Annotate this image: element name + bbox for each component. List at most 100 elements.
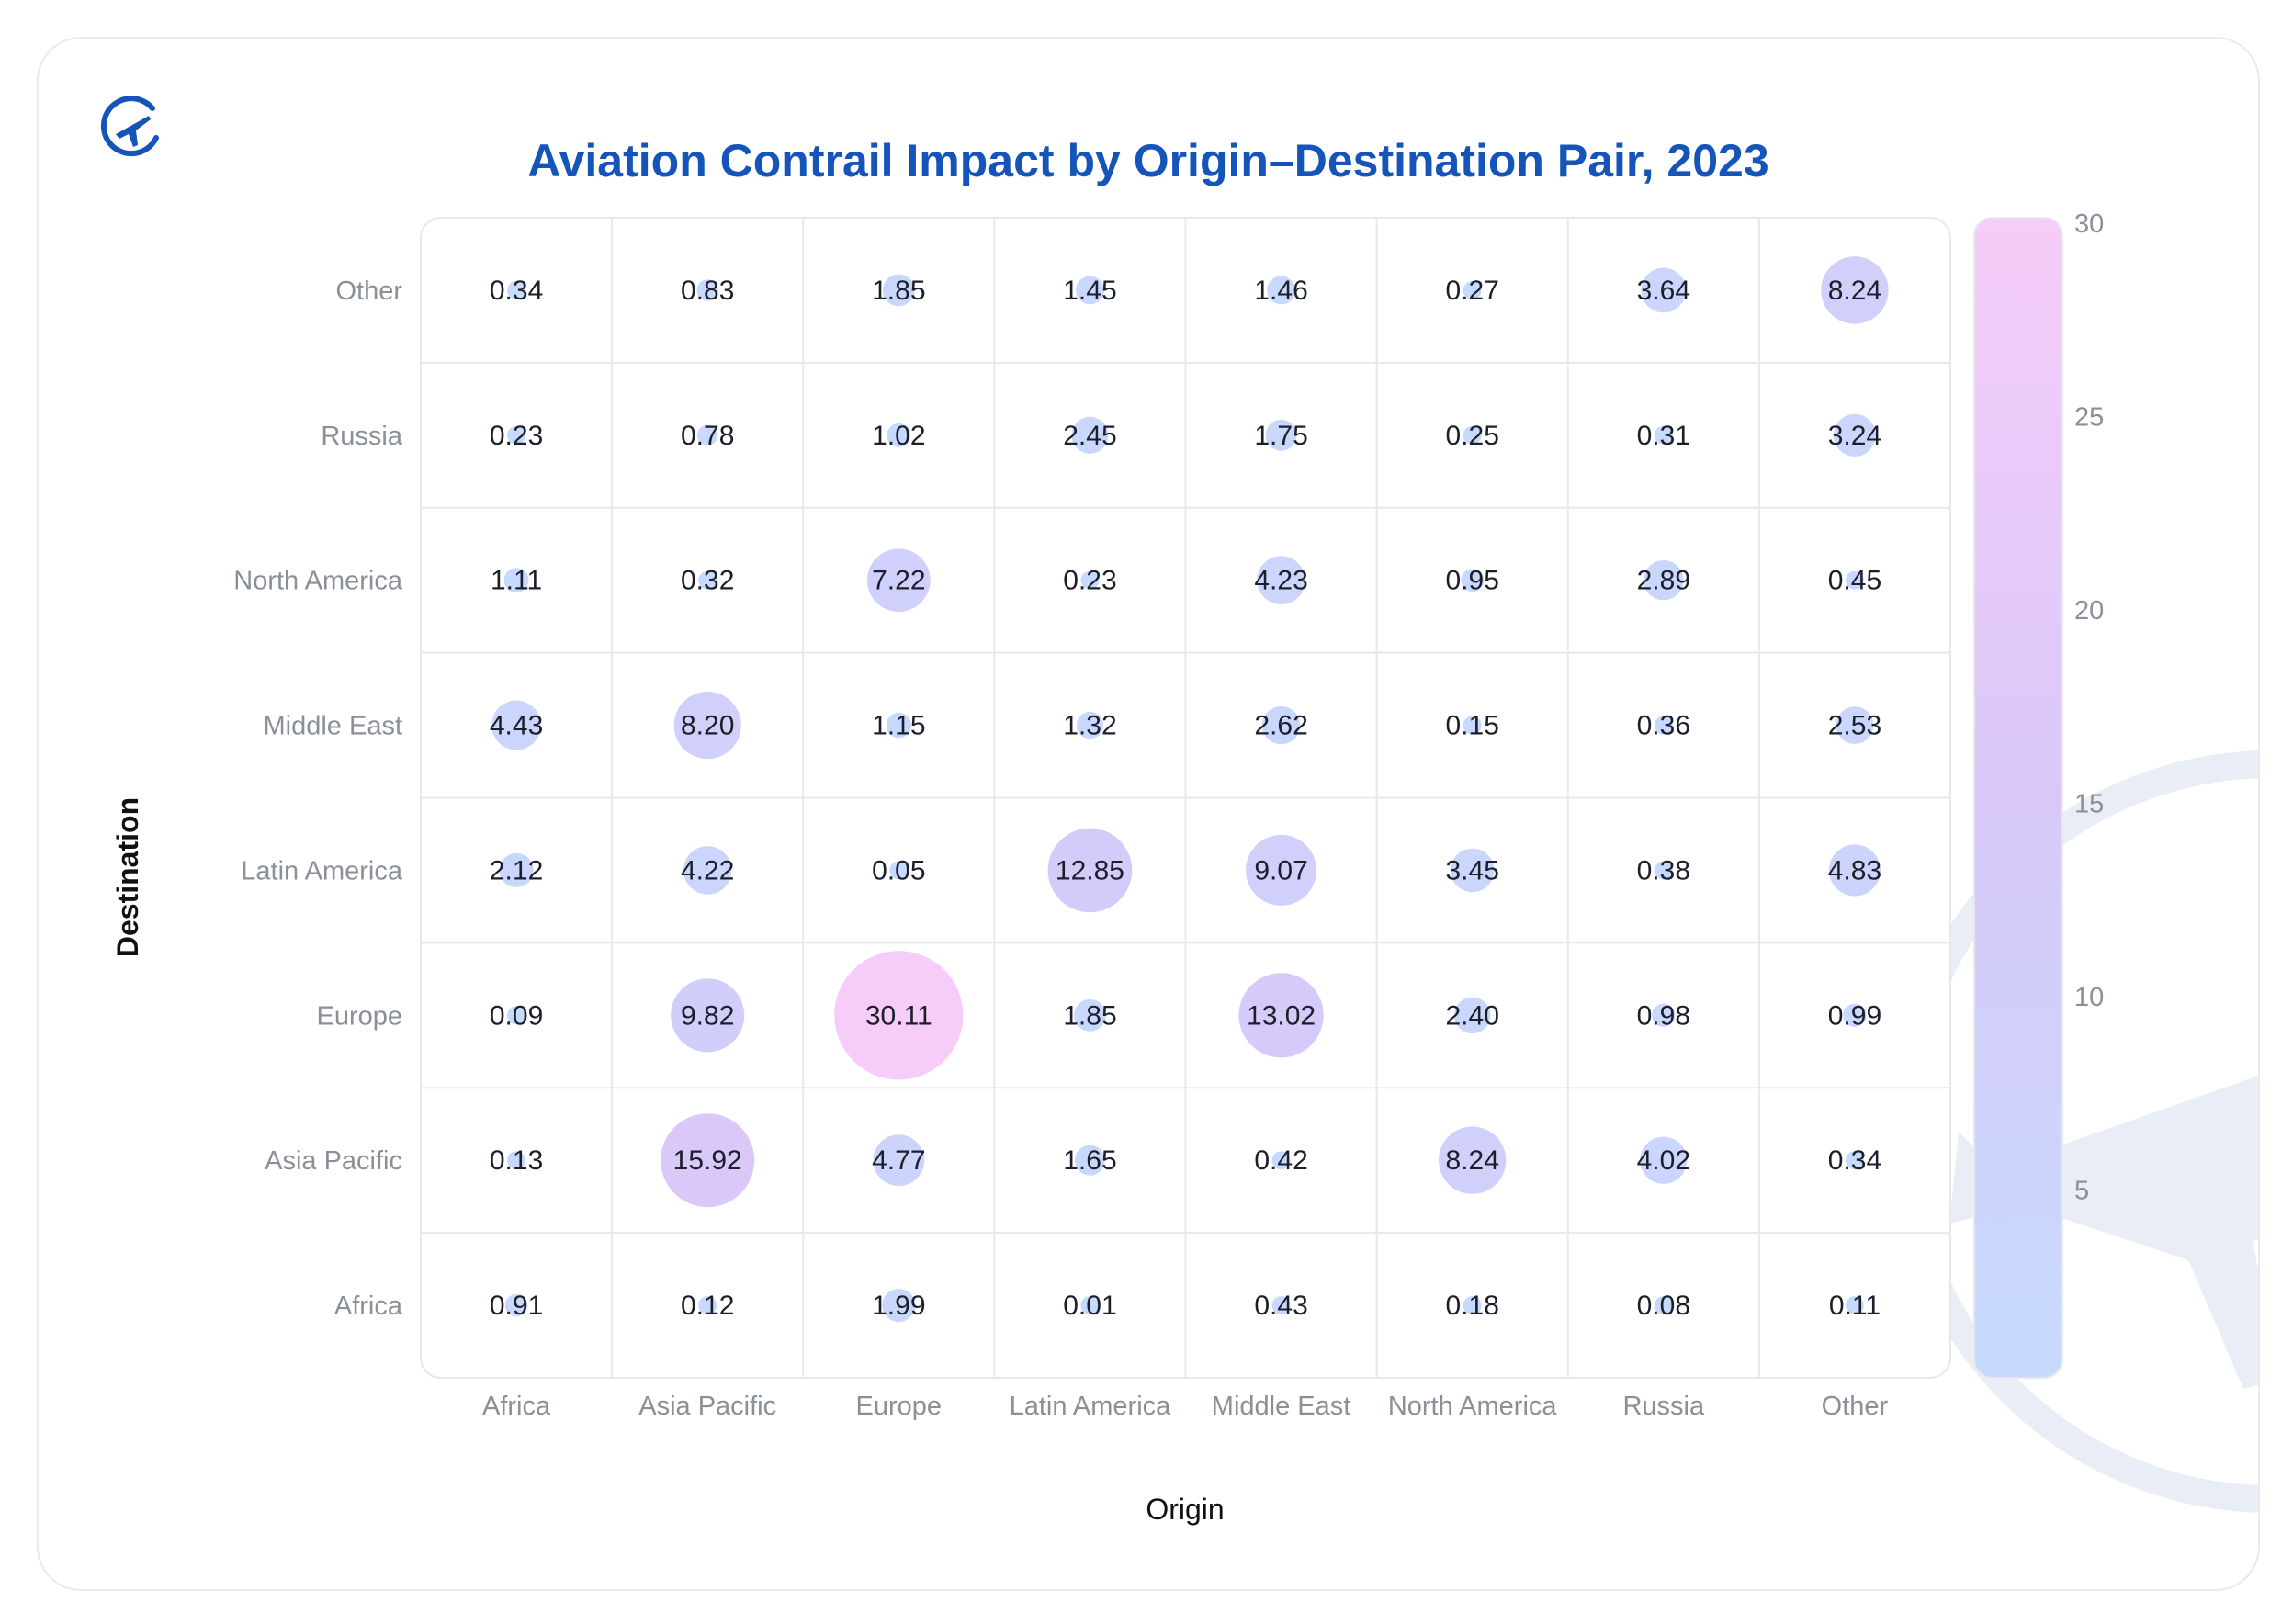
colorbar-tick-label: 15 xyxy=(2074,790,2104,819)
cell-value-label: 0.08 xyxy=(1637,1291,1690,1321)
heatmap-bubble xyxy=(834,951,964,1080)
cell-value-label: 7.22 xyxy=(872,566,925,596)
heatmap-bubble xyxy=(507,425,526,445)
cell-value-label: 3.64 xyxy=(1637,276,1690,306)
x-tick-label: Other xyxy=(1822,1392,1889,1421)
heatmap-bubble xyxy=(1821,256,1889,324)
cell-value-label: 0.27 xyxy=(1445,276,1498,306)
cell-value-label: 1.46 xyxy=(1254,276,1307,306)
heatmap-bubble xyxy=(507,1151,526,1170)
colorbar-tick-label: 10 xyxy=(2074,983,2104,1012)
x-tick-label: Middle East xyxy=(1212,1392,1351,1421)
cell-value-label: 0.45 xyxy=(1828,566,1881,596)
heatmap-bubble xyxy=(1453,997,1491,1034)
x-tick-label: Africa xyxy=(482,1392,551,1421)
heatmap-bubble xyxy=(1463,425,1482,445)
cell-value-label: 8.20 xyxy=(681,711,734,741)
cell-value-label: 0.09 xyxy=(490,1000,543,1031)
y-tick-label: Europe xyxy=(316,1001,402,1031)
colorbar: 5 10 15 20 25 30 xyxy=(1973,209,2104,1379)
x-tick-label: Latin America xyxy=(1010,1392,1172,1421)
cell-value-label: 0.05 xyxy=(872,855,925,885)
heatmap-bubble xyxy=(1654,425,1673,445)
cell-value-label: 0.23 xyxy=(490,421,543,451)
heatmap-bubble xyxy=(1267,276,1296,305)
cell-value-label: 1.99 xyxy=(872,1291,925,1321)
heatmap-bubble xyxy=(683,846,732,895)
x-axis-label: Origin xyxy=(1146,1493,1224,1526)
heatmap-bubble xyxy=(1439,1126,1507,1194)
cell-value-label: 0.01 xyxy=(1063,1291,1116,1321)
heatmap-bubble xyxy=(661,1113,755,1208)
colorbar-tick-label: 20 xyxy=(2074,596,2104,626)
cell-value-label: 0.78 xyxy=(681,421,734,451)
cell-value-label: 2.62 xyxy=(1254,711,1307,741)
heatmap-bubble xyxy=(886,712,912,739)
heatmap-bubble xyxy=(882,274,915,307)
cell-value-label: 4.23 xyxy=(1254,566,1307,596)
heatmap-bubble xyxy=(1833,413,1876,457)
heatmap-bubble xyxy=(873,1134,925,1187)
colorbar-tick-label: 30 xyxy=(2074,209,2104,239)
heatmap-bubble xyxy=(1076,711,1104,739)
heatmap-bubble xyxy=(507,1006,526,1025)
heatmap-bubble xyxy=(507,280,526,299)
heatmap-bubble xyxy=(866,548,931,613)
plane-circle-icon xyxy=(96,92,169,170)
x-tick-label: Asia Pacific xyxy=(638,1392,776,1421)
cell-value-label: 0.42 xyxy=(1254,1145,1307,1176)
heatmap-bubble xyxy=(1261,705,1301,745)
heatmap-bubble xyxy=(1463,1296,1482,1315)
cell-value-label: 4.22 xyxy=(681,855,734,885)
cell-value-label: 4.83 xyxy=(1828,855,1881,885)
cell-value-label: 2.53 xyxy=(1828,711,1881,741)
heatmap-bubble xyxy=(1641,267,1687,313)
cell-value-label: 8.24 xyxy=(1828,276,1881,306)
heatmap-bubble xyxy=(696,424,718,446)
cell-value-label: 0.18 xyxy=(1445,1291,1498,1321)
heatmap-bubble xyxy=(1836,706,1874,744)
cell-value-label: 0.34 xyxy=(490,276,543,306)
heatmap-bubble xyxy=(1450,848,1495,893)
cell-value-label: 2.89 xyxy=(1637,566,1690,596)
cell-value-label: 1.32 xyxy=(1063,711,1116,741)
heatmap-bubble xyxy=(1265,419,1297,451)
cell-value-label: 0.36 xyxy=(1637,711,1690,741)
cell-value-label: 2.40 xyxy=(1445,1000,1498,1031)
heatmap-bubble xyxy=(1075,1145,1105,1176)
cell-value-label: 0.25 xyxy=(1445,421,1498,451)
cell-value-label: 1.45 xyxy=(1063,276,1116,306)
cell-value-label: 0.99 xyxy=(1828,1000,1881,1031)
cell-value-label: 0.13 xyxy=(490,1145,543,1176)
heatmap-bubble xyxy=(499,852,534,888)
cell-value-label: 4.02 xyxy=(1637,1145,1690,1176)
cell-value-label: 1.15 xyxy=(872,711,925,741)
heatmap-bubble xyxy=(673,691,741,760)
heatmap-bubble xyxy=(1246,834,1317,906)
heatmap-bubble xyxy=(1843,1003,1867,1028)
y-tick-label: Latin America xyxy=(241,856,403,885)
cell-value-label: 3.24 xyxy=(1828,421,1881,451)
heatmap-bubble xyxy=(1271,1296,1291,1315)
cell-value-label: 4.77 xyxy=(872,1145,925,1176)
heatmap-bubble xyxy=(889,861,909,880)
y-tick-label: Middle East xyxy=(263,712,402,741)
heatmap-bubble xyxy=(1461,569,1485,592)
cell-value-label: 0.34 xyxy=(1828,1145,1881,1176)
colorbar-gradient xyxy=(1973,217,2063,1379)
cell-value-label: 13.02 xyxy=(1247,1000,1316,1031)
cell-value-label: 0.32 xyxy=(681,566,734,596)
heatmap-bubble xyxy=(1640,1136,1688,1184)
y-tick-label: Africa xyxy=(334,1291,403,1321)
heatmap-bubble xyxy=(1271,1151,1291,1170)
heatmap-bubble xyxy=(491,700,541,750)
heatmap-bubble xyxy=(698,570,717,590)
heatmap-bubble xyxy=(504,1293,528,1317)
heatmap-bubble xyxy=(1654,1296,1673,1315)
heatmap-bubble xyxy=(1828,844,1881,897)
cell-value-label: 1.11 xyxy=(491,566,542,596)
cell-value-label: 0.43 xyxy=(1254,1291,1307,1321)
heatmap-bubble xyxy=(1463,280,1482,299)
y-tick-label: Russia xyxy=(321,422,403,451)
